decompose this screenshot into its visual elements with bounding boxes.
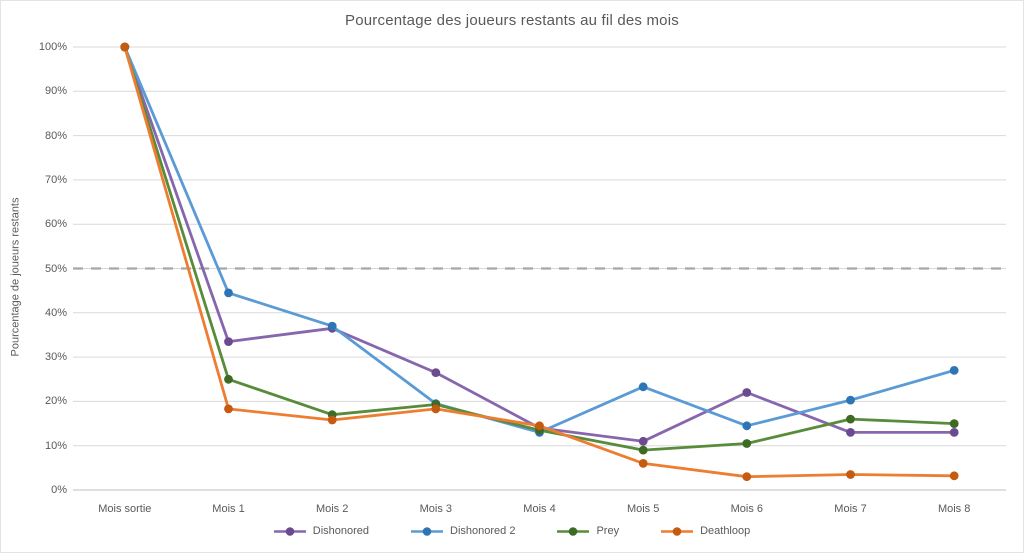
- y-tick-label: 40%: [44, 306, 67, 319]
- x-axis-label: Mois 8: [937, 503, 971, 515]
- legend-label: Deathloop: [700, 525, 751, 537]
- y-tick-label: 10%: [44, 439, 67, 452]
- legend-item: Prey: [557, 525, 619, 537]
- x-axis-label: Mois 7: [834, 503, 867, 515]
- y-tick-label: 20%: [44, 395, 67, 408]
- legend-label: Prey: [596, 525, 620, 537]
- legend: Dishonored Dishonored 2 Prey Deathloop: [1, 525, 1023, 537]
- y-tick-label: 90%: [44, 85, 67, 98]
- y-tick-label: 70%: [44, 173, 67, 186]
- y-tick-label: 60%: [44, 218, 67, 231]
- x-axis-label: Mois 4: [523, 503, 556, 515]
- legend-item: Dishonored 2: [411, 525, 515, 537]
- y-tick-label: 50%: [44, 262, 67, 275]
- y-tick-label: 100%: [38, 41, 67, 53]
- y-tick-label: 30%: [44, 351, 67, 364]
- legend-label: Dishonored 2: [450, 525, 516, 537]
- legend-line-marker-icon: [411, 526, 444, 536]
- x-axis-label: Mois 3: [419, 503, 453, 515]
- legend-line-marker-icon: [557, 526, 590, 536]
- chart-title: Pourcentage des joueurs restants au fil …: [345, 12, 679, 29]
- legend-item: Deathloop: [661, 525, 750, 537]
- legend-line-marker-icon: [273, 526, 306, 536]
- x-axis-label: Mois 2: [315, 503, 349, 515]
- x-axis-label: Mois 5: [626, 503, 660, 515]
- x-axis-label: Mois 6: [730, 503, 764, 515]
- legend-label: Dishonored: [312, 525, 370, 537]
- legend-line-marker-icon: [661, 526, 694, 536]
- x-axis-label: Mois 1: [212, 503, 245, 515]
- legend-item: Dishonored: [273, 525, 370, 537]
- y-tick-label: 80%: [44, 129, 67, 142]
- x-axis-label: Mois sortie: [98, 503, 152, 515]
- y-tick-label: 0%: [51, 484, 67, 496]
